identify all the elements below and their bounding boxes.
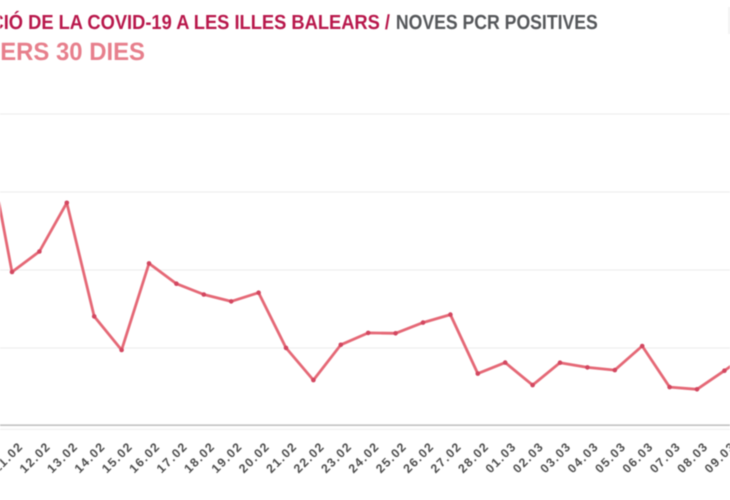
svg-text:CIÓ DE LA COVID-19 A LES ILLES: CIÓ DE LA COVID-19 A LES ILLES BALEARS / (0, 10, 390, 34)
svg-text:ERS 30 DIES: ERS 30 DIES (0, 38, 145, 66)
svg-text:NOVES PCR POSITIVES: NOVES PCR POSITIVES (396, 12, 598, 34)
